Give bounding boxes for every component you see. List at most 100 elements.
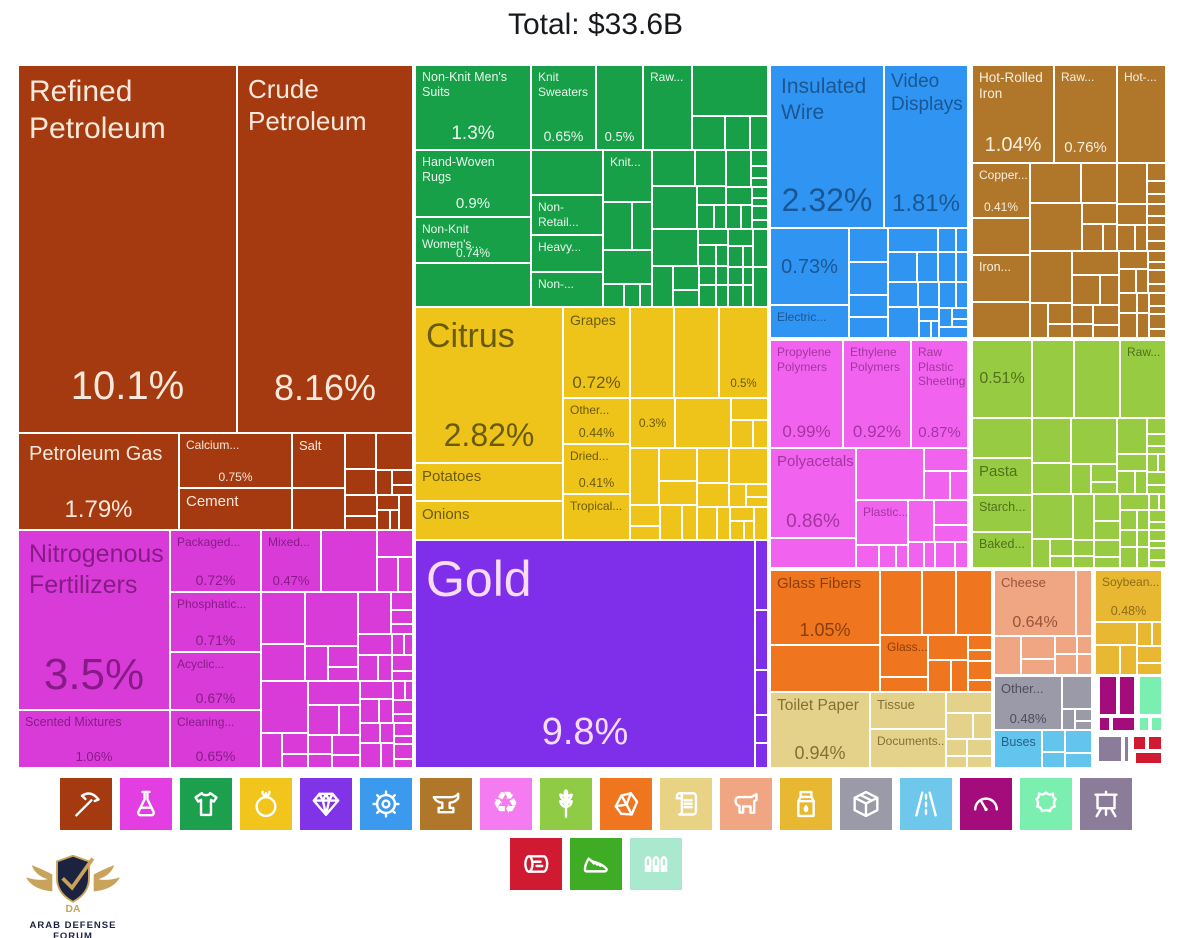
treemap-cell[interactable] — [726, 205, 741, 229]
treemap-cell[interactable] — [305, 646, 328, 681]
treemap-cell[interactable] — [968, 661, 992, 680]
treemap-cell[interactable] — [1137, 547, 1149, 568]
treemap-cell[interactable] — [381, 743, 394, 768]
treemap-cell[interactable] — [1147, 241, 1166, 251]
treemap-cell-glass-fibers[interactable]: Glass Fibers 1.05% — [770, 570, 880, 645]
treemap-cell[interactable] — [1055, 654, 1077, 675]
treemap-cell[interactable] — [750, 116, 768, 150]
treemap-cell-insulated-wire[interactable]: Insulated Wire 2.32% — [770, 65, 884, 228]
treemap-cell[interactable] — [1147, 485, 1166, 494]
treemap-cell[interactable] — [630, 526, 660, 540]
treemap-cell[interactable] — [1124, 736, 1129, 762]
treemap-cell[interactable] — [935, 542, 955, 568]
treemap-cell[interactable] — [531, 150, 603, 195]
treemap-cell[interactable] — [728, 229, 753, 246]
treemap-cell-electric[interactable]: Electric... — [770, 305, 849, 338]
treemap-cell[interactable] — [632, 202, 652, 250]
treemap-cell-raw[interactable]: Raw... 0.76% — [1054, 65, 1117, 163]
treemap-cell[interactable] — [968, 650, 992, 661]
treemap-cell[interactable] — [1082, 224, 1103, 251]
treemap-cell[interactable] — [946, 692, 992, 713]
treemap-cell[interactable] — [328, 646, 358, 667]
treemap-cell[interactable] — [755, 540, 768, 610]
treemap-cell[interactable] — [770, 645, 880, 692]
treemap-cell[interactable] — [652, 150, 695, 186]
treemap-cell[interactable] — [1094, 494, 1120, 521]
treemap-cell[interactable] — [652, 266, 673, 307]
treemap-cell[interactable] — [1077, 636, 1092, 654]
treemap-cell[interactable] — [1032, 463, 1071, 494]
diamond-icon[interactable] — [299, 778, 352, 830]
treemap-cell[interactable] — [770, 538, 856, 568]
treemap-cell[interactable] — [716, 266, 728, 285]
treemap-cell[interactable] — [603, 284, 624, 307]
treemap-cell[interactable] — [1119, 251, 1148, 269]
treemap-cell[interactable] — [392, 671, 413, 681]
treemap-cell[interactable] — [1077, 654, 1092, 675]
treemap-cell[interactable] — [1072, 251, 1119, 275]
treemap-cell[interactable] — [888, 282, 918, 307]
treemap-cell[interactable] — [728, 267, 743, 285]
treemap-cell[interactable] — [1112, 717, 1135, 731]
treemap-cell[interactable] — [939, 282, 956, 308]
treemap-cell[interactable] — [1120, 645, 1137, 675]
treemap-cell-tropical[interactable]: Tropical... — [563, 494, 630, 540]
treemap-cell[interactable] — [880, 570, 922, 635]
treemap-cell[interactable] — [695, 150, 726, 186]
treemap-cell-polyacetals[interactable]: Polyacetals 0.86% — [770, 448, 856, 538]
treemap-cell[interactable] — [697, 448, 729, 483]
treemap-cell[interactable] — [716, 245, 728, 266]
treemap-cell[interactable] — [603, 202, 632, 250]
treemap-cell[interactable] — [753, 267, 768, 307]
treemap-cell-raw[interactable]: Raw... — [643, 65, 692, 150]
treemap-cell[interactable] — [261, 644, 305, 681]
treemap-cell-iron[interactable]: Iron... — [972, 255, 1030, 302]
treemap-cell[interactable] — [1093, 325, 1119, 338]
treemap-cell-baked[interactable]: Baked... — [972, 532, 1032, 568]
treemap-cell-cheese[interactable]: Cheese 0.64% — [994, 570, 1076, 636]
treemap-cell[interactable] — [938, 228, 956, 252]
treemap-cell[interactable] — [1042, 730, 1065, 752]
treemap-cell[interactable] — [755, 670, 768, 715]
treemap-cell[interactable] — [1095, 645, 1120, 675]
treemap-cell[interactable] — [1148, 270, 1166, 284]
treemap-cell-propylene-polymers[interactable]: Propylene Polymers 0.99% — [770, 340, 843, 448]
gear-icon[interactable] — [359, 778, 412, 830]
treemap-cell[interactable] — [659, 481, 697, 505]
treemap-cell[interactable] — [938, 252, 956, 282]
treemap-cell[interactable] — [896, 545, 908, 568]
treemap-cell[interactable] — [849, 262, 888, 295]
treemap-cell-0-73[interactable]: 0.73% — [770, 228, 849, 305]
treemap-cell[interactable] — [1093, 305, 1119, 325]
treemap-cell[interactable] — [358, 592, 391, 634]
treemap-cell-raw[interactable]: Raw... — [1120, 340, 1166, 418]
treemap-cell[interactable] — [393, 714, 413, 723]
treemap-cell[interactable] — [390, 510, 399, 530]
treemap-cell-salt[interactable]: Salt — [292, 433, 345, 488]
treemap-cell[interactable] — [1117, 163, 1147, 204]
treemap-cell[interactable] — [1148, 736, 1162, 750]
anvil-icon[interactable] — [419, 778, 472, 830]
treemap-cell[interactable] — [405, 681, 413, 700]
tshirt-icon[interactable] — [179, 778, 232, 830]
treemap-cell-toilet-paper[interactable]: Toilet Paper 0.94% — [770, 692, 870, 768]
treemap-cell[interactable] — [972, 302, 1030, 338]
treemap-cell[interactable] — [754, 507, 768, 540]
treemap-cell[interactable] — [1136, 269, 1148, 293]
treemap-cell-citrus[interactable]: Citrus 2.82% — [415, 307, 563, 463]
treemap-cell[interactable] — [1149, 494, 1159, 510]
treemap-cell[interactable] — [939, 308, 952, 327]
treemap-cell[interactable] — [328, 667, 358, 681]
treemap-cell-onions[interactable]: Onions — [415, 501, 563, 540]
treemap-cell[interactable] — [950, 471, 968, 500]
treemap-cell[interactable] — [360, 699, 379, 723]
treemap-cell[interactable] — [652, 229, 698, 266]
treemap-cell[interactable] — [393, 700, 413, 714]
treemap-cell[interactable] — [755, 610, 768, 670]
treemap-cell[interactable] — [753, 420, 768, 448]
treemap-cell[interactable] — [394, 744, 413, 759]
treemap-cell[interactable] — [1119, 293, 1137, 313]
treemap-cell-potatoes[interactable]: Potatoes — [415, 463, 563, 501]
treemap-cell[interactable] — [924, 448, 968, 471]
treemap-cell-raw-plastic-sheeting[interactable]: Raw Plastic Sheeting 0.87% — [911, 340, 968, 448]
